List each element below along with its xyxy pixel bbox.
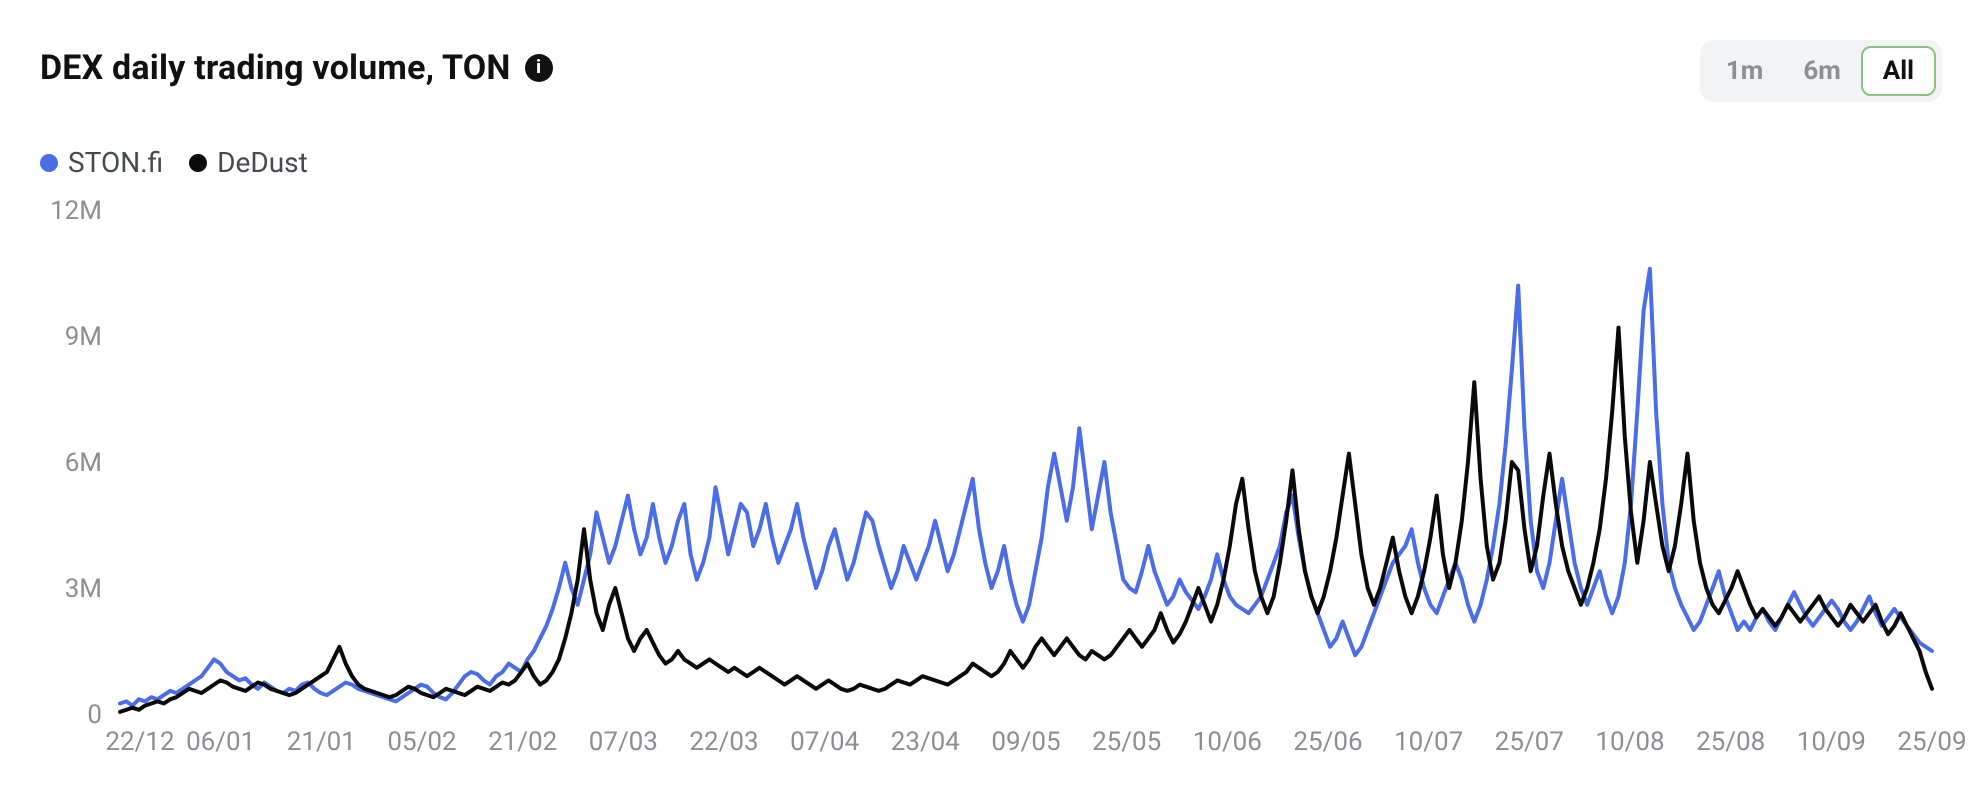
x-tick-label: 25/08: [1696, 727, 1765, 757]
x-tick-label: 25/09: [1897, 727, 1966, 757]
x-tick-label: 25/07: [1495, 727, 1564, 757]
x-tick-label: 21/01: [287, 727, 356, 757]
series-stonfi: [120, 269, 1932, 706]
series-dedust: [120, 328, 1932, 712]
y-tick-label: 3M: [65, 574, 102, 604]
plot-svg: 03M6M9M12M22/1206/0121/0105/0221/0207/03…: [40, 200, 1942, 764]
plot-area: 03M6M9M12M22/1206/0121/0105/0221/0207/03…: [40, 200, 1942, 764]
legend-item-stonfi[interactable]: STON.fi: [40, 146, 163, 179]
y-tick-label: 9M: [65, 322, 102, 352]
x-tick-label: 05/02: [387, 727, 456, 757]
x-tick-label: 10/07: [1394, 727, 1463, 757]
x-tick-label: 23/04: [891, 727, 961, 757]
chart-title: DEX daily trading volume, TON: [40, 48, 511, 88]
y-tick-label: 6M: [65, 448, 102, 478]
legend-label: DeDust: [217, 146, 308, 179]
x-tick-label: 07/04: [790, 727, 860, 757]
x-tick-label: 10/09: [1797, 727, 1866, 757]
x-tick-label: 25/05: [1092, 727, 1161, 757]
range-all[interactable]: All: [1861, 46, 1936, 96]
x-tick-label: 10/06: [1193, 727, 1262, 757]
dex-volume-chart: DEX daily trading volume, TON i 1m6mAll …: [0, 0, 1982, 794]
x-tick-label: 21/02: [488, 727, 557, 757]
legend-dot-icon: [189, 154, 207, 172]
x-tick-label: 22/03: [689, 727, 758, 757]
range-6m[interactable]: 6m: [1783, 48, 1860, 94]
x-tick-label: 25/06: [1293, 727, 1362, 757]
x-tick-label: 10/08: [1595, 727, 1664, 757]
x-tick-label: 07/03: [589, 727, 658, 757]
range-switch: 1m6mAll: [1700, 40, 1942, 102]
x-tick-label: 22/12: [105, 727, 174, 757]
info-icon[interactable]: i: [525, 54, 553, 82]
y-tick-label: 12M: [50, 196, 102, 226]
legend-item-dedust[interactable]: DeDust: [189, 146, 308, 179]
legend-label: STON.fi: [68, 146, 163, 179]
x-tick-label: 09/05: [991, 727, 1060, 757]
chart-header: DEX daily trading volume, TON i: [40, 48, 553, 88]
x-tick-label: 06/01: [186, 727, 255, 757]
chart-legend: STON.fi DeDust: [40, 146, 308, 179]
range-1m[interactable]: 1m: [1706, 48, 1783, 94]
legend-dot-icon: [40, 154, 58, 172]
y-tick-label: 0: [87, 700, 102, 730]
